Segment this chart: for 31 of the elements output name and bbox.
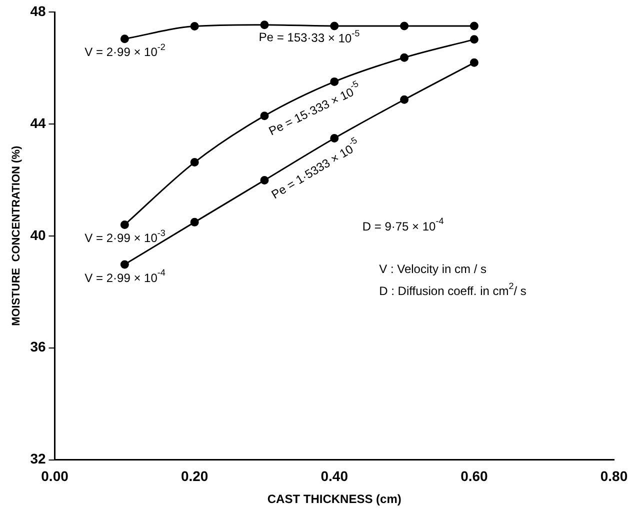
point xyxy=(400,22,409,30)
point xyxy=(260,112,269,120)
x-tick-label: 0.60 xyxy=(460,468,488,484)
point xyxy=(120,260,129,269)
point xyxy=(260,20,269,30)
point xyxy=(260,176,269,184)
point xyxy=(470,22,478,30)
x-axis-title: CAST THICKNESS (cm) xyxy=(267,492,402,506)
point xyxy=(190,218,199,226)
point xyxy=(330,22,339,30)
x-tick-label: 0.20 xyxy=(180,468,208,484)
y-tick-label: 36 xyxy=(30,338,46,355)
y-axis-title: MOISTURE CONCENTRATION (%) xyxy=(10,146,23,326)
y-tick-label: 44 xyxy=(30,114,46,131)
x-tick-label: 0.40 xyxy=(320,468,348,484)
point xyxy=(190,158,199,167)
point xyxy=(470,35,478,44)
y-tick-label: 48 xyxy=(30,2,46,19)
x-tick-label: 0.00 xyxy=(41,468,69,484)
y-tick-label: 40 xyxy=(30,226,46,243)
point xyxy=(120,220,129,229)
point xyxy=(470,58,478,67)
point xyxy=(400,95,409,104)
point xyxy=(330,134,339,142)
y-tick-label: 32 xyxy=(30,450,46,467)
annotation: V : Velocity in cm / s xyxy=(379,262,486,276)
point xyxy=(120,34,129,44)
point xyxy=(400,53,409,62)
x-tick-label: 0.80 xyxy=(600,468,628,484)
point xyxy=(190,22,199,31)
point xyxy=(330,77,339,86)
